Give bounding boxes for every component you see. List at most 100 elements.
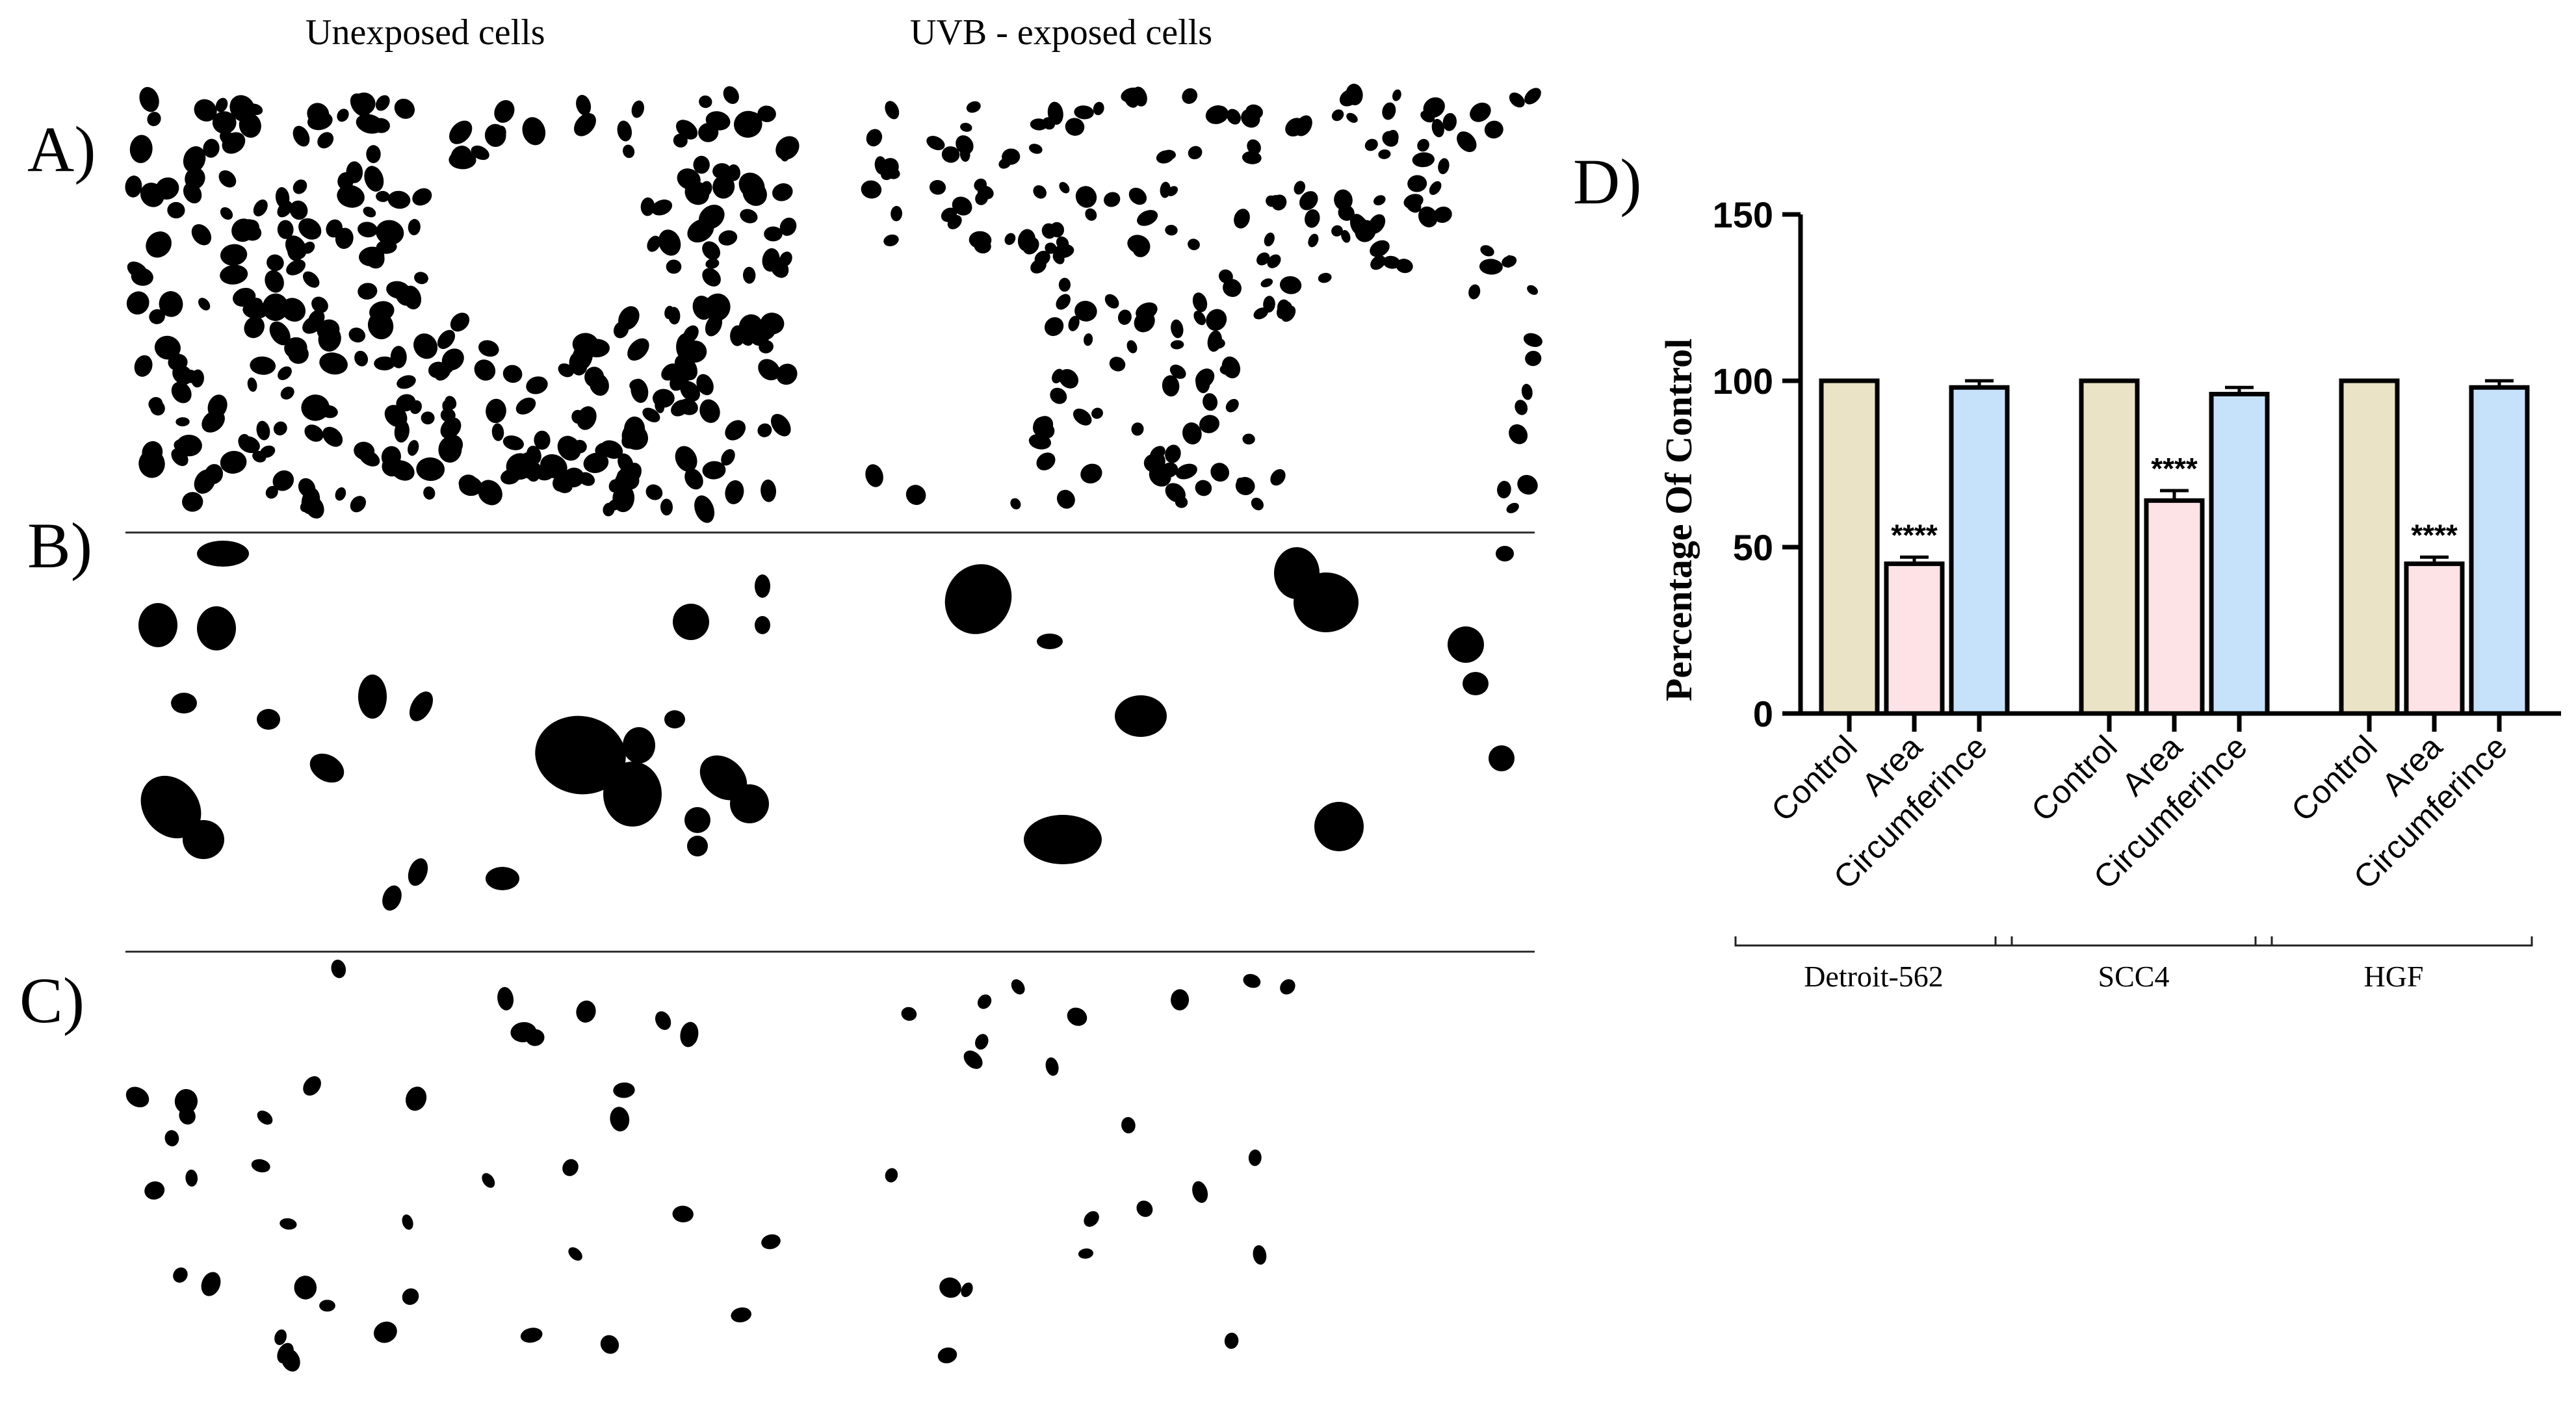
nucleus xyxy=(252,450,267,463)
nucleus xyxy=(272,470,294,491)
nucleus xyxy=(1299,191,1318,211)
nucleus xyxy=(1219,364,1234,375)
nucleus xyxy=(212,111,237,135)
nucleus xyxy=(1468,284,1481,300)
nucleus xyxy=(277,220,294,239)
cell-cluster xyxy=(1024,815,1102,864)
nucleus xyxy=(761,1234,781,1250)
nucleus xyxy=(1525,350,1542,366)
nucleus xyxy=(1280,979,1295,995)
nucleus xyxy=(1210,463,1230,482)
nucleus xyxy=(1192,1181,1208,1203)
nucleus xyxy=(589,373,609,396)
nucleus xyxy=(289,200,308,220)
nucleus xyxy=(1195,368,1215,388)
nucleus xyxy=(129,135,153,163)
nucleus xyxy=(241,219,259,237)
group-bracket xyxy=(1734,936,2013,947)
cell-cluster xyxy=(138,603,177,647)
nucleus xyxy=(613,1082,635,1098)
nucleus xyxy=(569,352,588,376)
nucleus xyxy=(707,206,723,222)
nucleus xyxy=(450,313,470,332)
nuclei-group xyxy=(861,83,1542,513)
nucleus xyxy=(1318,272,1332,283)
nucleus xyxy=(1523,333,1542,347)
nucleus xyxy=(660,498,673,516)
nucleus xyxy=(220,450,247,474)
nucleus xyxy=(770,413,791,437)
nucleus xyxy=(1346,112,1358,123)
nucleus xyxy=(600,440,623,459)
nucleus xyxy=(929,179,946,195)
nucleus xyxy=(491,423,504,441)
nucleus xyxy=(1331,109,1344,122)
nucleus xyxy=(612,484,635,513)
x-tick-label: Control xyxy=(1764,728,1864,829)
nucleus xyxy=(1137,210,1158,226)
nucleus xyxy=(969,231,992,249)
nucleus xyxy=(358,283,378,300)
group-bracket xyxy=(1994,936,2273,947)
nucleus xyxy=(623,144,635,159)
nucleus xyxy=(1161,462,1178,478)
nucleus xyxy=(693,155,710,174)
nucleus xyxy=(319,1300,335,1312)
nucleus xyxy=(684,468,703,490)
nucleus xyxy=(127,261,148,279)
nucleus xyxy=(1504,255,1513,268)
y-axis-label: Percentage Of Control xyxy=(1658,339,1700,701)
nucleus xyxy=(440,417,462,439)
nucleus xyxy=(1065,118,1085,136)
nucleus xyxy=(712,163,731,179)
nucleus xyxy=(222,132,246,154)
nucleus xyxy=(1431,118,1444,138)
nucleus xyxy=(1170,340,1184,350)
nucleus xyxy=(712,175,735,199)
nucleus xyxy=(702,241,721,261)
nucleus xyxy=(335,487,346,501)
nucleus xyxy=(1128,187,1147,205)
nucleus xyxy=(658,229,681,256)
nucleus xyxy=(303,1076,321,1096)
nucleus xyxy=(1223,279,1242,297)
nucleus xyxy=(1010,498,1021,509)
nucleus xyxy=(1067,1007,1087,1026)
nucleus xyxy=(423,486,436,500)
nucleus xyxy=(1433,206,1452,223)
nucleus xyxy=(631,100,644,118)
nucleus xyxy=(274,1329,287,1345)
nucleus xyxy=(961,1282,973,1298)
nucleus xyxy=(267,254,284,272)
nucleus xyxy=(1341,229,1351,243)
nucleus xyxy=(1136,1200,1153,1217)
nucleus xyxy=(1203,393,1218,411)
cell-cluster xyxy=(664,710,685,728)
nucleus xyxy=(402,1288,419,1305)
nucleus xyxy=(311,296,328,313)
nucleus xyxy=(1156,150,1175,164)
nucleus xyxy=(449,120,473,144)
nucleus xyxy=(358,222,378,238)
nucleus xyxy=(1193,311,1206,326)
nucleus xyxy=(1075,186,1097,208)
nucleus xyxy=(694,495,715,523)
nucleus xyxy=(265,485,278,499)
micrograph-b-uvb-exposed xyxy=(944,546,1515,864)
micrograph-a-unexposed xyxy=(125,86,800,523)
nucleus xyxy=(1030,259,1047,274)
nucleus xyxy=(408,440,419,456)
nucleus xyxy=(696,374,714,396)
nucleus xyxy=(172,365,193,385)
bar-control xyxy=(2339,378,2400,716)
nucleus xyxy=(666,259,682,274)
nucleus xyxy=(183,182,202,204)
nucleus xyxy=(201,1272,221,1296)
nucleus xyxy=(779,217,797,236)
nucleus xyxy=(759,340,774,353)
nucleus xyxy=(1175,496,1188,508)
nucleus xyxy=(302,315,323,334)
nucleus xyxy=(142,441,163,464)
cell-cluster xyxy=(673,604,709,640)
nucleus xyxy=(486,398,506,424)
